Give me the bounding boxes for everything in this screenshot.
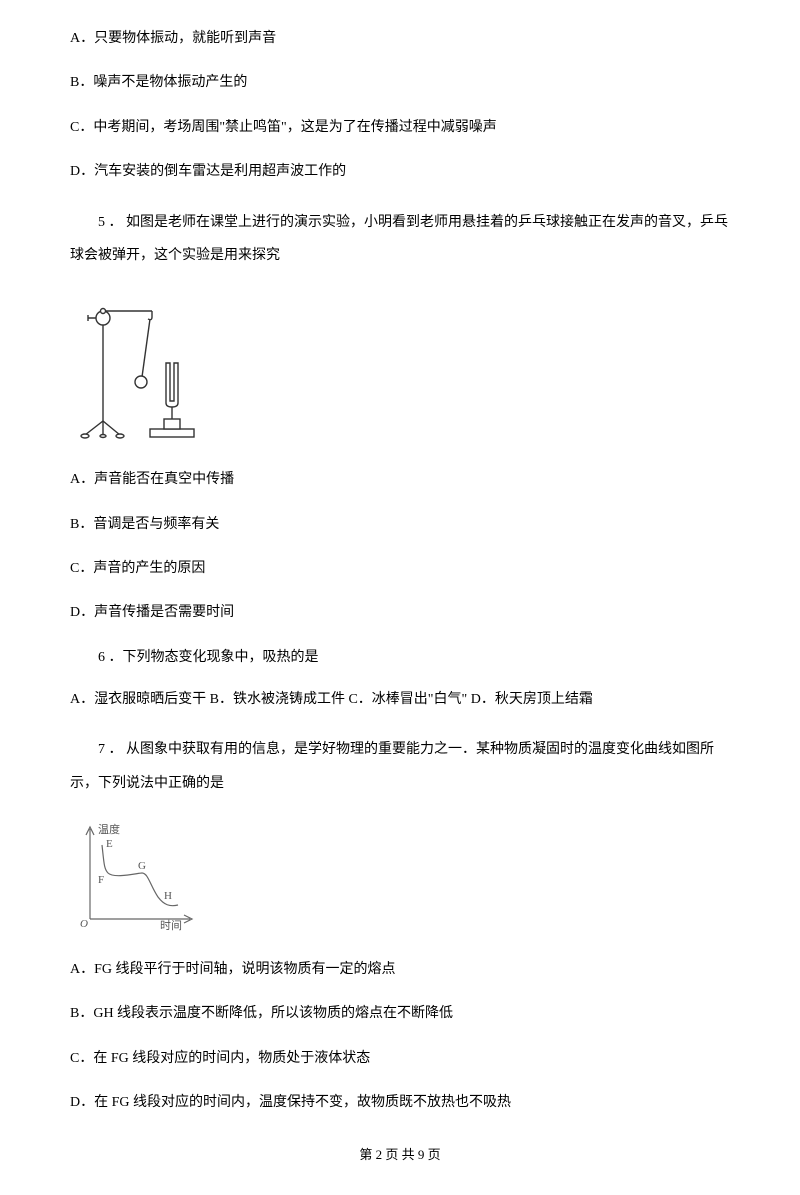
q7-option-d: D．在 FG 线段对应的时间内，温度保持不变，故物质既不放热也不吸热 bbox=[70, 1092, 730, 1114]
q6-stem: 6 ．下列物态变化现象中，吸热的是 bbox=[70, 647, 730, 669]
page-footer: 第 2 页 共 9 页 bbox=[70, 1145, 730, 1166]
chart-origin: O bbox=[80, 918, 88, 930]
q7-option-b: B．GH 线段表示温度不断降低，所以该物质的熔点在不断降低 bbox=[70, 1003, 730, 1025]
chart-point-h: H bbox=[164, 890, 172, 902]
q7-stem: 7 ． 从图象中获取有用的信息，是学好物理的重要能力之一．某种物质凝固时的温度变… bbox=[70, 733, 730, 800]
q5-stem: 5 ． 如图是老师在课堂上进行的演示实验，小明看到老师用悬挂着的乒乓球接触正在发… bbox=[70, 206, 730, 273]
q7-option-c: C．在 FG 线段对应的时间内，物质处于液体状态 bbox=[70, 1048, 730, 1070]
chart-point-e: E bbox=[106, 838, 113, 850]
q5-option-b: B．音调是否与频率有关 bbox=[70, 514, 730, 536]
q5-option-d: D．声音传播是否需要时间 bbox=[70, 602, 730, 624]
q6-options: A．湿衣服晾晒后变干 B．铁水被浇铸成工件 C．冰棒冒出"白气" D．秋天房顶上… bbox=[70, 689, 730, 711]
chart-xlabel: 时间 bbox=[160, 919, 182, 932]
q7-option-a: A．FG 线段平行于时间轴，说明该物质有一定的熔点 bbox=[70, 959, 730, 981]
chart-ylabel: 温度 bbox=[98, 822, 120, 836]
q5-diagram bbox=[70, 293, 730, 451]
q4-option-c: C．中考期间，考场周围"禁止鸣笛"，这是为了在传播过程中减弱噪声 bbox=[70, 117, 730, 139]
chart-point-f: F bbox=[98, 874, 104, 886]
tuning-fork-pendulum-icon bbox=[70, 293, 205, 443]
chart-point-g: G bbox=[138, 860, 146, 872]
q4-option-d: D．汽车安装的倒车雷达是利用超声波工作的 bbox=[70, 161, 730, 183]
q4-option-a: A．只要物体振动，就能听到声音 bbox=[70, 28, 730, 50]
q5-option-a: A．声音能否在真空中传播 bbox=[70, 469, 730, 491]
q7-diagram: 温度 E F G H O 时间 bbox=[70, 821, 730, 941]
q5-option-c: C．声音的产生的原因 bbox=[70, 558, 730, 580]
cooling-curve-chart-icon: 温度 E F G H O 时间 bbox=[70, 821, 200, 933]
q4-option-b: B．噪声不是物体振动产生的 bbox=[70, 72, 730, 94]
